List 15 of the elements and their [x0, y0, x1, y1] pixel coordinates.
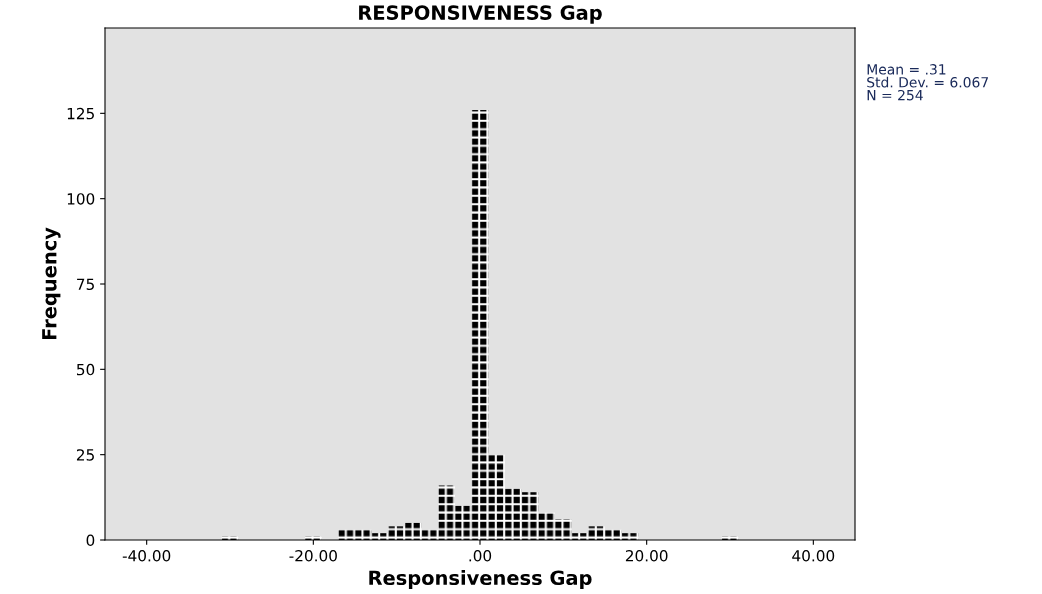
x-tick-label: 40.00 [792, 549, 835, 562]
y-tick-label: 25 [76, 449, 94, 461]
y-tick-label: 0 [86, 534, 95, 547]
y-axis-title: Frequency [42, 227, 61, 340]
x-tick-label: -40.00 [122, 549, 171, 562]
x-tick-label: -20.00 [289, 549, 337, 562]
y-tick-label: 75 [77, 278, 94, 291]
x-tick-label: .00 [469, 549, 492, 562]
x-tick-label: 20.00 [625, 549, 668, 562]
text: Mean = .31 Std. Dev. = 6.067 N = 254 [867, 64, 988, 101]
y-tick-label: 50 [77, 363, 95, 376]
x-axis-title: Responsiveness Gap [369, 570, 592, 589]
y-tick-label: 125 [67, 107, 94, 120]
chart-title: RESPONSIVENESS Gap [359, 5, 602, 24]
y-tick-label: 100 [67, 193, 95, 205]
